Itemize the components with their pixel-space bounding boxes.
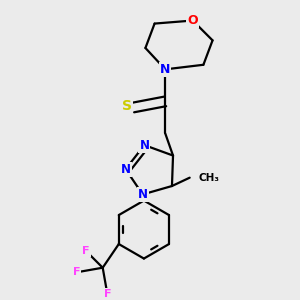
Text: N: N bbox=[121, 163, 130, 176]
Text: N: N bbox=[140, 139, 149, 152]
Text: N: N bbox=[160, 63, 170, 76]
Text: F: F bbox=[103, 289, 111, 298]
Text: CH₃: CH₃ bbox=[199, 173, 220, 183]
Text: O: O bbox=[188, 14, 198, 27]
Text: F: F bbox=[73, 267, 80, 277]
Text: N: N bbox=[138, 188, 148, 201]
Text: F: F bbox=[82, 246, 90, 256]
Text: S: S bbox=[122, 99, 132, 113]
